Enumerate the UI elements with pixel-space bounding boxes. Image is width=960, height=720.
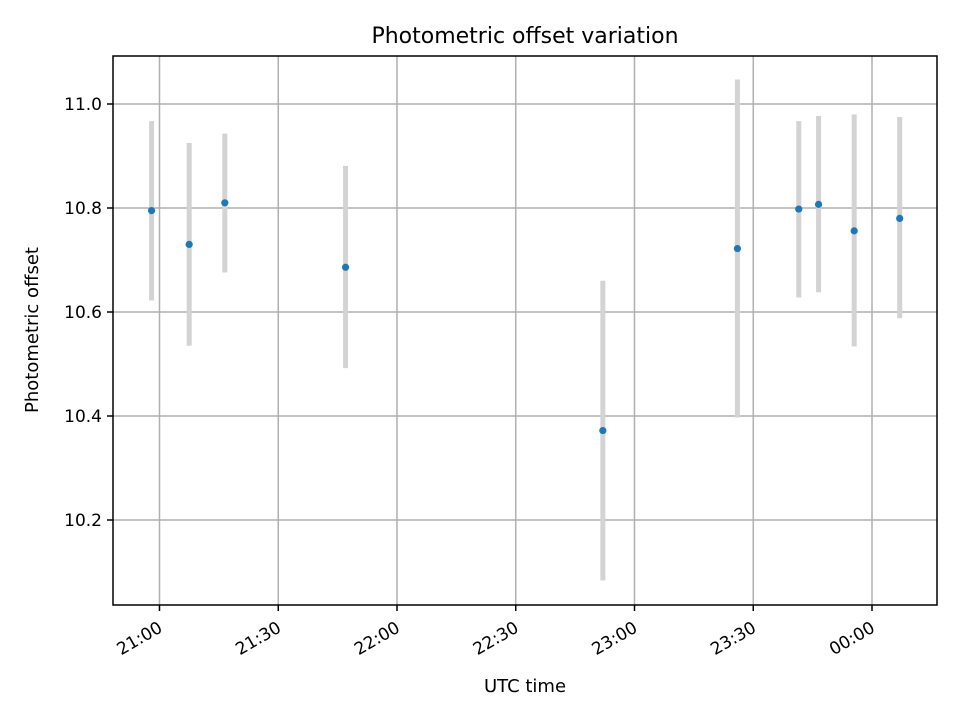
x-axis: 21:00 21:30 22:00 22:30 23:00 23:30 00:00 xyxy=(114,605,879,660)
chart-title: Photometric offset variation xyxy=(371,24,678,49)
data-point xyxy=(341,263,350,271)
x-tick-label: 23:30 xyxy=(707,618,759,660)
x-tick-label: 00:00 xyxy=(826,618,878,660)
plot-frame xyxy=(112,55,938,606)
y-tick-label: 10.4 xyxy=(64,407,102,427)
y-axis: 10.2 10.4 10.6 10.8 11.0 xyxy=(64,95,113,531)
x-tick-label: 21:00 xyxy=(114,618,166,660)
error-bars xyxy=(149,79,903,581)
data-point xyxy=(185,240,193,248)
y-tick-label: 10.6 xyxy=(64,303,102,323)
data-point xyxy=(147,207,156,215)
x-axis-label: UTC time xyxy=(484,676,566,697)
data-point xyxy=(896,214,904,222)
data-point xyxy=(795,205,803,213)
y-tick-label: 10.8 xyxy=(64,199,102,219)
x-tick-label: 21:30 xyxy=(232,618,284,660)
data-point xyxy=(733,244,742,253)
data-point xyxy=(850,227,858,235)
x-tick-label: 22:00 xyxy=(351,618,403,660)
data-points xyxy=(147,199,904,435)
x-tick-label: 23:00 xyxy=(589,618,641,660)
y-tick-label: 11.0 xyxy=(64,95,102,115)
data-point xyxy=(814,200,823,208)
x-tick-label: 22:30 xyxy=(470,618,522,660)
data-point xyxy=(599,426,607,435)
y-tick-label: 10.2 xyxy=(64,511,102,531)
data-point xyxy=(221,199,229,207)
grid xyxy=(113,56,937,605)
y-axis-label: Photometric offset xyxy=(22,247,43,413)
